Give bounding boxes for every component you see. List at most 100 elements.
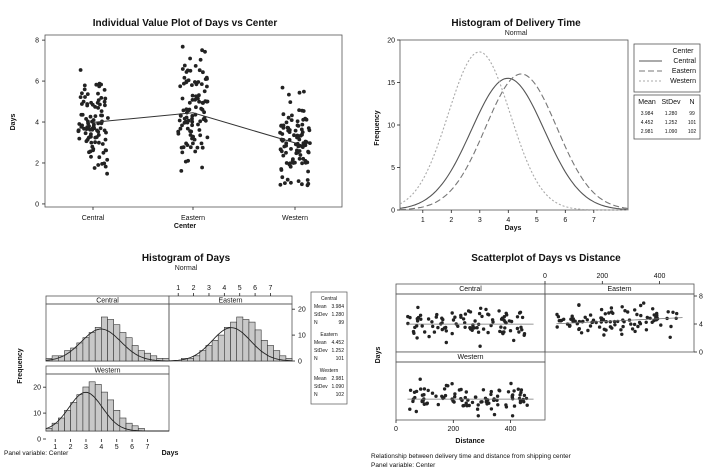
data-point [281,123,286,128]
data-point [432,330,437,334]
x-tick-label: 3 [207,285,211,292]
data-point [635,312,639,317]
data-point [504,311,508,315]
data-point [285,125,290,130]
data-point [489,389,493,394]
data-point [555,312,559,317]
data-point [450,331,454,336]
histogram-bar [205,345,213,362]
data-point [414,409,418,414]
data-point [196,122,200,127]
data-point [297,149,302,153]
data-point [588,313,593,317]
data-point [190,116,194,121]
x-tick-label: 6 [563,217,567,224]
data-point [77,136,82,141]
legend-stat-name: Mean [314,304,327,310]
data-point [436,325,440,330]
fit-curve [169,327,293,362]
x-tick-label: 4 [506,217,510,224]
data-point [602,333,606,337]
data-point [579,331,584,335]
histogram-bar [267,345,274,362]
data-point [297,90,302,95]
histogram-delivery-time: Histogram of Delivery Time Normal Days F… [374,18,701,232]
data-point [476,403,480,407]
data-point [594,320,598,325]
stats-cell: 1.090 [665,129,678,135]
x-tick-label: 5 [535,217,539,224]
data-point [200,145,205,150]
histogram-bar [82,386,90,432]
legend-stat-name: StDev [314,384,328,390]
data-point [644,320,648,324]
histogram-bar [70,347,78,362]
data-point [463,312,468,316]
data-point [444,340,448,345]
data-point [198,133,203,138]
data-point [610,326,614,330]
x-tick-label: 5 [115,444,119,451]
data-point [180,44,185,49]
data-point [415,324,419,328]
data-point [193,97,198,102]
data-point [306,126,311,130]
panel-label: Western [458,354,484,361]
chart-title: Histogram of Days [142,253,231,264]
data-point [298,153,303,157]
data-point [639,313,643,318]
plot-frame [44,34,343,208]
data-point [408,407,412,411]
data-point [296,124,301,128]
data-point [280,132,285,136]
data-point [196,80,201,84]
legend-group-title: Eastern [320,332,337,338]
panel-variable-note: Panel variable: Center [371,462,436,469]
data-point [191,141,195,146]
data-point [450,311,454,315]
data-point [476,414,480,418]
data-point [577,303,581,307]
data-point [659,323,663,327]
data-point [184,141,189,146]
data-point [477,311,482,316]
data-point [82,87,87,92]
data-point [297,156,302,161]
data-point [525,403,529,407]
data-point [300,122,305,127]
y-tick-label: 8 [699,294,703,301]
histogram-bar [94,384,102,432]
data-point [188,56,193,61]
data-point [181,145,186,150]
fit-curve [45,328,169,362]
data-point [185,68,190,73]
y-axis-label: Frequency [17,348,24,384]
data-point [467,403,471,408]
data-point [96,106,100,110]
data-point [522,333,526,337]
data-point [416,305,420,310]
data-point [89,154,93,159]
data-point [502,330,506,334]
x-tick-label: 6 [130,444,134,451]
fit-curve-western [399,51,628,211]
data-point [422,387,427,391]
data-point [499,317,504,321]
histogram-bar [187,358,194,362]
data-point [508,329,513,333]
x-tick-label: 2 [449,217,453,224]
x-tick-label: 0 [543,273,547,280]
data-point [303,139,308,144]
data-point [515,326,520,331]
data-point [302,89,306,94]
histogram-bar [260,339,268,362]
y-tick-label: 10 [387,123,395,130]
legend-stat-value: 2.981 [331,376,344,382]
data-point [518,400,523,405]
data-point [616,319,620,324]
legend-stat-value: 102 [336,392,345,398]
data-point [303,143,308,148]
data-point [184,107,189,112]
data-point [87,150,91,155]
data-point [105,157,110,162]
